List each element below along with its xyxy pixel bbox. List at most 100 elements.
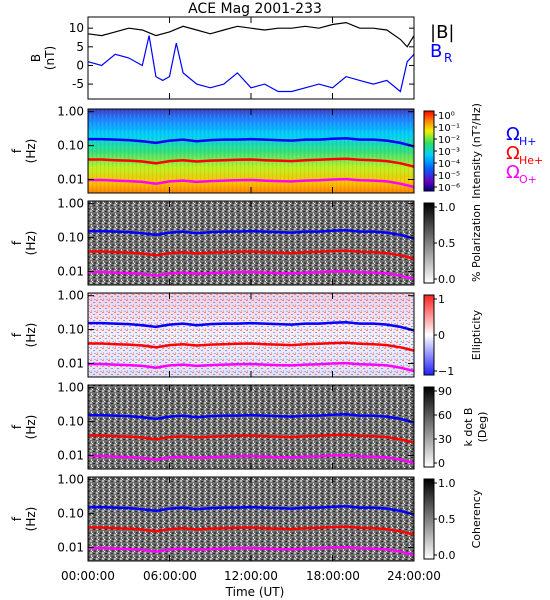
legend-o-sub: O+ — [519, 173, 537, 186]
y-tick-label: 1.00 — [57, 289, 84, 303]
colorbar-label: Coherency — [470, 489, 483, 548]
x-tick-label: 12:00:00 — [224, 569, 278, 583]
o-gyrofrequency-line — [88, 177, 415, 189]
h-gyrofrequency-line — [88, 136, 415, 148]
colorbar-tick-label: 10⁻⁴ — [438, 159, 460, 170]
colorbar-tick-label: 10⁰ — [438, 111, 455, 122]
y-tick-label: 0.01 — [57, 265, 84, 279]
colorbar-label: % Polarization — [470, 204, 483, 282]
y-tick-label: 0.01 — [57, 357, 84, 371]
he-gyrofrequency-line — [88, 157, 415, 168]
y-tick-label: -5 — [72, 77, 84, 91]
colorbar-tick-label: 0.5 — [438, 237, 456, 250]
legend-radial-b-sub: R — [444, 51, 452, 65]
he-gyrofrequency-line — [88, 433, 415, 444]
colorbar-tick-label: 10⁻² — [438, 135, 460, 146]
o-gyrofrequency-line — [88, 361, 415, 373]
colorbar — [423, 478, 435, 560]
o-gyrofrequency-line — [88, 453, 415, 465]
y-tick-label: 0.10 — [57, 507, 84, 521]
x-tick-label: 24:00:00 — [387, 569, 441, 583]
y-axis-title: f — [10, 240, 24, 245]
y-axis-unit: (Hz) — [24, 323, 38, 348]
colorbar-tick-label: 1.0 — [438, 477, 456, 490]
legend-he-symbol: Ω — [506, 143, 520, 164]
y-axis-unit: (Hz) — [24, 415, 38, 440]
colorbar-tick-label: 30 — [438, 433, 452, 446]
colorbar-label: k dot B — [462, 408, 475, 447]
colorbar — [423, 202, 435, 284]
y-tick-label: 0.01 — [57, 449, 84, 463]
y-tick-label: 0.10 — [57, 323, 84, 337]
x-axis-labels: 00:00:00 06:00:00 12:00:00 18:00:00 24:0… — [61, 569, 441, 599]
he-gyrofrequency-line — [88, 249, 415, 260]
y-axis-title: f — [10, 148, 24, 153]
h-gyrofrequency-line — [88, 228, 415, 240]
o-gyrofrequency-line — [88, 545, 415, 557]
radial-b-line — [87, 35, 415, 93]
b-legend: |B| B R — [430, 22, 454, 65]
colorbar-tick-label: 10⁻⁶ — [438, 183, 460, 194]
h-gyrofrequency-line — [88, 412, 415, 424]
y-tick-label: 1.00 — [57, 197, 84, 211]
y-axis-unit: (Hz) — [24, 231, 38, 256]
colorbar-tick-label: 0 — [438, 457, 445, 470]
x-tick-label: 00:00:00 — [61, 569, 115, 583]
y-tick-label: 0.10 — [57, 139, 84, 153]
y-tick-label: 0.01 — [57, 541, 84, 555]
figure-title: ACE Mag 2001-233 — [188, 1, 322, 17]
colorbar-tick-label: 90 — [438, 385, 452, 398]
total-b-line — [87, 21, 415, 48]
y-tick-label: 0.01 — [57, 173, 84, 187]
y-tick-label: 10 — [69, 21, 84, 35]
colorbar-tick-label: 0.5 — [438, 513, 456, 526]
y-tick-label: 5 — [76, 40, 84, 54]
y-axis-title: f — [10, 516, 24, 521]
gyro-legend: Ω H+ Ω He+ Ω O+ — [506, 124, 543, 186]
colorbar-label: Intensity (nT²/Hz) — [470, 103, 483, 199]
x-tick-label: 06:00:00 — [143, 569, 197, 583]
legend-h-symbol: Ω — [506, 124, 520, 145]
colorbar — [423, 386, 435, 468]
h-gyrofrequency-line — [88, 504, 415, 516]
legend-radial-b: B — [430, 41, 442, 62]
colorbar-tick-label: 60 — [438, 409, 452, 422]
y-axis-title: f — [10, 424, 24, 429]
y-axis-title: f — [10, 332, 24, 337]
y-tick-label: 0.10 — [57, 415, 84, 429]
legend-he-sub: He+ — [519, 154, 543, 167]
colorbar-tick-label: 10⁻³ — [438, 147, 460, 158]
y-axis-unit: (Hz) — [24, 139, 38, 164]
y-axis-unit: (nT) — [43, 46, 57, 70]
y-tick-label: 0.10 — [57, 231, 84, 245]
y-tick-label: 1.00 — [57, 381, 84, 395]
o-gyrofrequency-line — [88, 269, 415, 281]
y-axis-unit: (Hz) — [24, 507, 38, 532]
h-gyrofrequency-line — [88, 320, 415, 332]
y-axis-title: B — [29, 54, 43, 62]
colorbar-unit: (Deg) — [476, 412, 489, 443]
legend-o-symbol: Ω — [506, 162, 520, 183]
y-tick-label: 0 — [76, 58, 84, 72]
colorbar-tick-label: 0.0 — [438, 273, 456, 286]
colorbar-tick-label: 10⁻¹ — [438, 123, 460, 134]
colorbar — [423, 110, 435, 192]
legend-total-b: |B| — [430, 22, 454, 43]
y-tick-label: 1.00 — [57, 105, 84, 119]
legend-h-sub: H+ — [519, 135, 537, 148]
colorbar-tick-label: 0.0 — [438, 549, 456, 562]
he-gyrofrequency-line — [88, 525, 415, 536]
colorbar-tick-label: 10⁻⁵ — [438, 171, 460, 182]
colorbar-tick-label: −1 — [438, 365, 454, 378]
x-axis-title: Time (UT) — [225, 585, 285, 599]
b-plot-background — [88, 17, 414, 99]
he-gyrofrequency-line — [88, 341, 415, 352]
x-tick-label: 18:00:00 — [306, 569, 360, 583]
colorbar-tick-label: 0 — [438, 329, 445, 342]
colorbar — [423, 294, 435, 376]
colorbar-tick-label: 1 — [438, 293, 445, 306]
y-tick-label: 1.00 — [57, 473, 84, 487]
colorbar-tick-label: 1.0 — [438, 201, 456, 214]
colorbar-label: Ellipticity — [470, 309, 483, 360]
